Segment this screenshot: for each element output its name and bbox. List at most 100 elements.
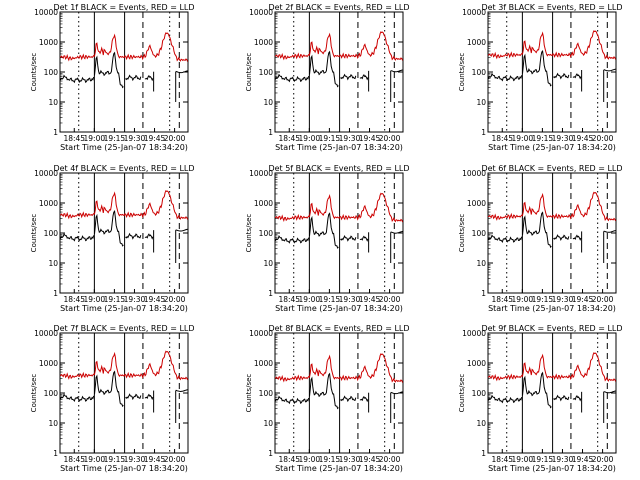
y-tick-label: 1000 (467, 38, 486, 47)
chart-panel-3: Det 3f BLACK = Events, RED = LLD 1 10 100 10… (458, 3, 623, 152)
series-events-line (572, 234, 582, 241)
x-tick-label: 19:00 (84, 134, 106, 143)
series-events-line (94, 209, 124, 247)
series-events-line (274, 234, 310, 244)
x-tick-label: 19:45 (144, 134, 166, 143)
series-events-line (487, 72, 523, 82)
x-tick-label: 19:30 (124, 455, 146, 464)
y-tick-label: 10000 (249, 8, 273, 17)
y-tick-label: 10 (476, 419, 486, 428)
series-events-line (59, 232, 95, 242)
y-tick-label: 100 (472, 229, 487, 238)
series-events-line (487, 234, 523, 244)
y-tick-label: 1000 (254, 38, 273, 47)
x-tick-label: 19:00 (512, 134, 534, 143)
x-tick-label: 19:45 (144, 295, 166, 304)
x-axis-label: Start Time (25-Jan-07 18:34:20) (275, 304, 403, 313)
y-tick-label: 1 (53, 289, 58, 298)
series-lld-line (487, 352, 617, 382)
series-events-line (144, 233, 154, 240)
x-tick-label: 19:30 (339, 295, 361, 304)
y-tick-label: 1 (481, 449, 486, 458)
series-events-line (175, 228, 188, 232)
x-tick-label: 19:15 (104, 295, 126, 304)
x-tick-label: 19:30 (339, 134, 361, 143)
x-tick-label: 18:45 (63, 455, 85, 464)
x-axis-label: Start Time (25-Jan-07 18:34:20) (488, 464, 616, 473)
series-events-line (175, 389, 188, 393)
x-tick-label: 18:45 (63, 295, 85, 304)
series-events-line (572, 394, 582, 402)
series-events-line (94, 51, 124, 89)
chart-panel-8: Det 8f BLACK = Events, RED = LLD 1 10 100 10… (245, 324, 410, 473)
x-tick-label: 19:30 (124, 295, 146, 304)
series-events-line (274, 73, 310, 83)
y-tick-label: 1 (268, 289, 273, 298)
x-tick-label: 19:00 (299, 295, 321, 304)
chart-title: Det 2f BLACK = Events, RED = LLD (268, 3, 409, 12)
x-tick-label: 19:15 (532, 134, 554, 143)
x-tick-label: 19:00 (84, 455, 106, 464)
x-axis-label: Start Time (25-Jan-07 18:34:20) (60, 304, 188, 313)
x-tick-label: 19:30 (552, 295, 574, 304)
chart-title: Det 6f BLACK = Events, RED = LLD (481, 164, 622, 173)
x-tick-label: 19:00 (299, 134, 321, 143)
x-tick-label: 19:45 (572, 455, 594, 464)
series-events-line (553, 234, 570, 242)
chart-panel-1: Det 1f BLACK = Events, RED = LLD 1 10 100 10… (30, 3, 195, 152)
x-tick-label: 19:15 (319, 295, 341, 304)
y-tick-label: 100 (44, 229, 59, 238)
series-events-line (553, 394, 570, 402)
series-events-line (390, 230, 403, 234)
series-events-line (125, 232, 142, 240)
y-tick-label: 100 (259, 68, 274, 77)
chart-panel-4: Det 4f BLACK = Events, RED = LLD 1 10 100 10… (30, 164, 195, 313)
x-tick-label: 19:45 (359, 455, 381, 464)
series-events-line (359, 235, 369, 242)
y-axis-label: Counts/sec (30, 53, 38, 92)
series-events-line (144, 393, 154, 401)
x-tick-label: 19:45 (144, 455, 166, 464)
series-events-line (309, 50, 339, 88)
series-lld-line (274, 31, 404, 61)
series-events-line (309, 212, 339, 249)
chart-title: Det 7f BLACK = Events, RED = LLD (53, 324, 194, 333)
x-tick-label: 19:00 (512, 295, 534, 304)
x-tick-label: 20:00 (592, 295, 614, 304)
series-events-line (487, 394, 523, 404)
x-tick-label: 19:15 (104, 134, 126, 143)
series-events-line (603, 390, 616, 394)
x-tick-label: 19:15 (532, 295, 554, 304)
series-lld-line (59, 190, 189, 220)
x-axis-label: Start Time (25-Jan-07 18:34:20) (60, 143, 188, 152)
chart-title: Det 3f BLACK = Events, RED = LLD (481, 3, 622, 12)
chart-panel-9: Det 9f BLACK = Events, RED = LLD 1 10 100 10… (458, 324, 623, 473)
y-tick-label: 100 (472, 68, 487, 77)
x-axis-label: Start Time (25-Jan-07 18:34:20) (488, 304, 616, 313)
series-events-line (522, 211, 552, 249)
x-tick-label: 18:45 (63, 134, 85, 143)
y-axis-label: Counts/sec (30, 214, 38, 253)
y-axis-label: Counts/sec (458, 214, 466, 253)
y-tick-label: 10 (476, 98, 486, 107)
series-events-line (125, 74, 142, 82)
x-axis-label: Start Time (25-Jan-07 18:34:20) (60, 464, 188, 473)
series-events-line (390, 69, 403, 73)
x-tick-label: 19:15 (104, 455, 126, 464)
y-tick-label: 100 (259, 229, 274, 238)
series-events-line (359, 395, 369, 403)
series-events-line (175, 70, 188, 74)
x-tick-label: 19:00 (512, 455, 534, 464)
series-events-line (359, 73, 369, 81)
x-tick-label: 20:00 (592, 455, 614, 464)
y-tick-label: 10 (48, 259, 58, 268)
x-tick-label: 18:45 (278, 134, 300, 143)
y-tick-label: 10000 (34, 329, 58, 338)
series-events-line (340, 395, 357, 403)
series-lld-line (274, 353, 404, 383)
series-events-line (572, 73, 582, 80)
chart-title: Det 4f BLACK = Events, RED = LLD (53, 164, 194, 173)
y-tick-label: 100 (472, 389, 487, 398)
x-tick-label: 20:00 (379, 455, 401, 464)
series-lld-line (59, 350, 189, 381)
